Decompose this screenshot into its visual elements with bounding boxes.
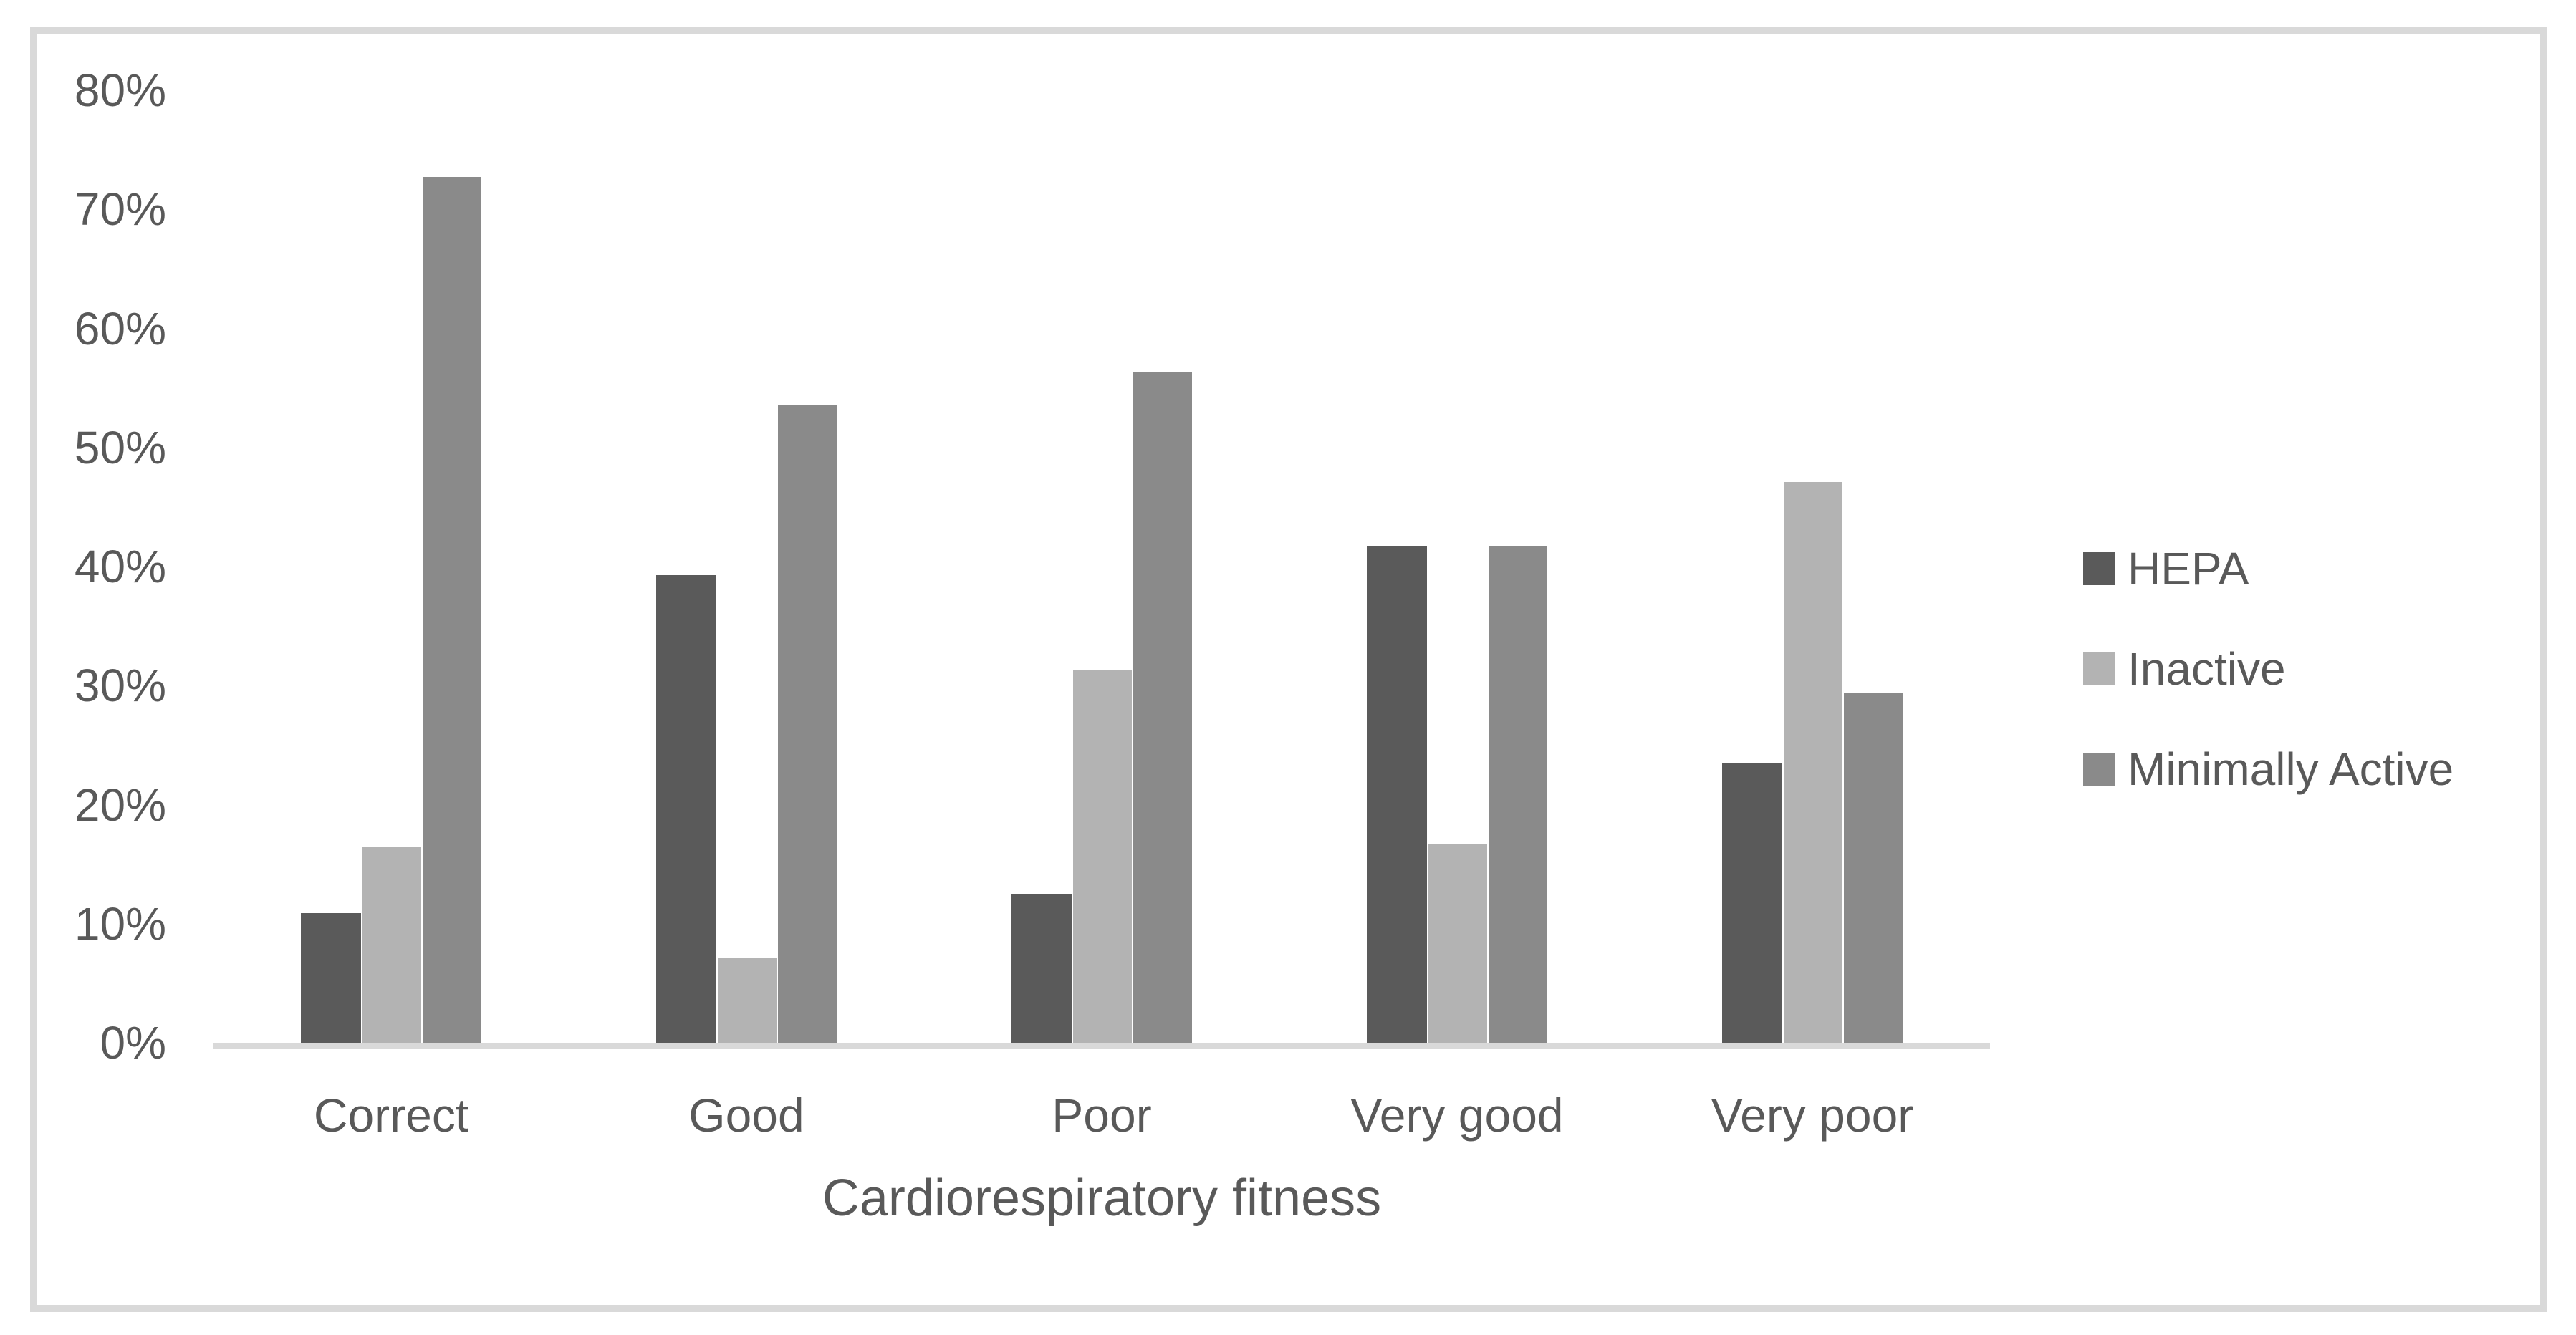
- y-tick-label-20: 20%: [74, 779, 166, 831]
- legend-label: Inactive: [2128, 643, 2286, 695]
- bar-correct-hepa: [301, 912, 361, 1043]
- x-category-label-good: Good: [688, 1089, 804, 1142]
- bar-very-poor-hepa: [1722, 763, 1782, 1043]
- bar-correct-inactive: [361, 847, 421, 1043]
- y-tick-label-70: 70%: [74, 183, 166, 236]
- y-tick-label-10: 10%: [74, 897, 166, 950]
- legend-swatch-icon: [2083, 552, 2115, 585]
- bar-poor-inactive: [1072, 670, 1132, 1043]
- bar-very-poor-minimally-active: [1842, 693, 1903, 1043]
- bar-good-inactive: [716, 958, 777, 1043]
- x-axis-line: [213, 1043, 1990, 1049]
- bar-good-hepa: [656, 574, 716, 1043]
- legend-item-minimally-active: Minimally Active: [2083, 746, 2454, 792]
- legend-item-inactive: Inactive: [2083, 646, 2286, 692]
- legend-swatch-icon: [2083, 652, 2115, 685]
- bar-good-minimally-active: [777, 404, 837, 1043]
- y-tick-label-80: 80%: [74, 64, 166, 116]
- y-tick-label-60: 60%: [74, 302, 166, 355]
- legend-swatch-icon: [2083, 753, 2115, 786]
- bar-poor-minimally-active: [1132, 372, 1192, 1043]
- bar-very-good-minimally-active: [1487, 546, 1547, 1043]
- x-category-label-very-good: Very good: [1350, 1089, 1564, 1142]
- legend-item-hepa: HEPA: [2083, 546, 2249, 592]
- bar-very-poor-inactive: [1782, 481, 1842, 1043]
- legend-label: HEPA: [2128, 543, 2249, 594]
- y-tick-label-40: 40%: [74, 541, 166, 592]
- x-category-label-poor: Poor: [1052, 1089, 1152, 1142]
- y-tick-label-0: 0%: [100, 1017, 167, 1069]
- bar-poor-hepa: [1011, 894, 1072, 1043]
- legend-label: Minimally Active: [2128, 743, 2454, 795]
- y-tick-label-50: 50%: [74, 421, 166, 473]
- x-category-label-very-poor: Very poor: [1711, 1089, 1914, 1142]
- x-axis-title: Cardiorespiratory fitness: [822, 1170, 1382, 1227]
- bar-very-good-hepa: [1367, 546, 1427, 1043]
- x-category-label-correct: Correct: [313, 1089, 469, 1142]
- bar-correct-minimally-active: [421, 177, 481, 1043]
- bar-very-good-inactive: [1427, 844, 1487, 1043]
- y-tick-label-30: 30%: [74, 660, 166, 712]
